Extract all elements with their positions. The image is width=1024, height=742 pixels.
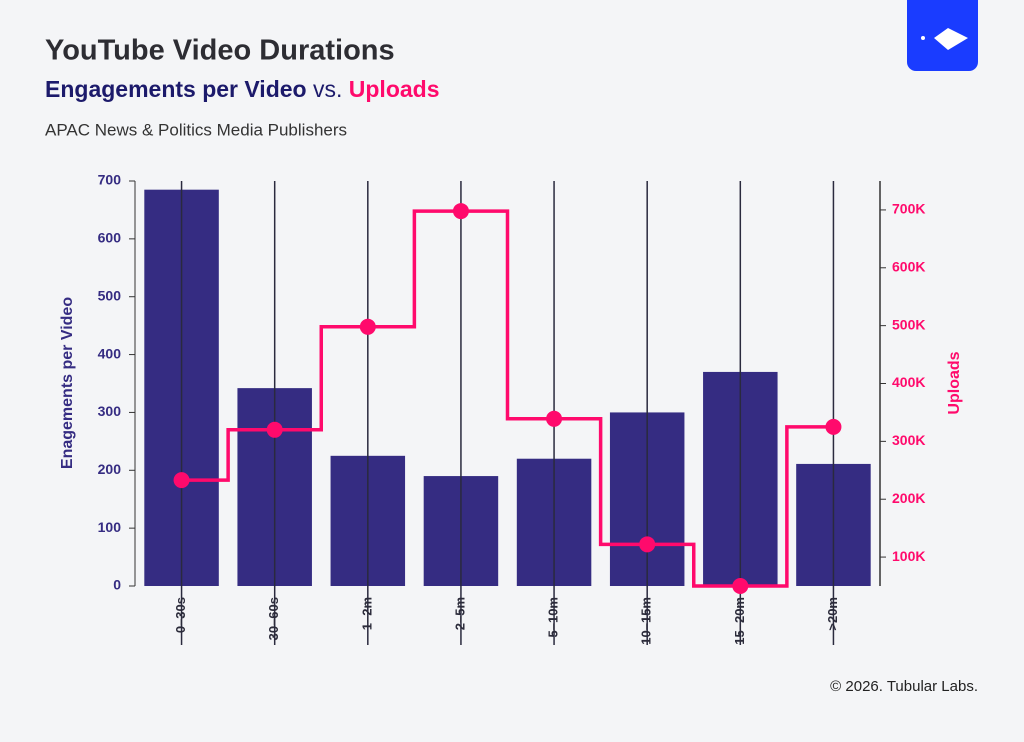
point [639, 536, 656, 553]
description: APAC News & Politics Media Publishers [45, 120, 347, 139]
y-tick-label: 300 [98, 403, 122, 419]
y-tick-label: 500 [98, 287, 122, 303]
y-tick-label: 700 [98, 172, 122, 188]
subtitle-left: Engagements per Video [45, 76, 307, 102]
x-tick-label: 10–15m [639, 597, 654, 645]
point [173, 472, 190, 489]
y2-tick-label: 700K [892, 201, 925, 217]
y-tick-label: 600 [98, 230, 122, 246]
subtitle-right: Uploads [349, 76, 440, 102]
x-tick-label: 5–10m [546, 597, 561, 637]
x-tick-label: 0–30s [173, 597, 188, 633]
point [732, 578, 749, 594]
y2-tick-label: 200K [892, 490, 925, 506]
point [359, 318, 376, 335]
y2-tick-label: 400K [892, 374, 925, 390]
y-axis-label: Enagements per Video [59, 297, 76, 469]
y-tick-label: 0 [113, 577, 121, 593]
x-tick-label: 1–2m [359, 597, 374, 630]
y2-tick-label: 100K [892, 548, 925, 564]
footer: © 2026. Tubular Labs. [830, 678, 978, 695]
logo [907, 0, 978, 71]
point [546, 410, 563, 427]
y2-tick-label: 300K [892, 432, 925, 448]
chart-subtitle: Engagements per Video vs. Uploads [45, 76, 440, 102]
y2-tick-label: 600K [892, 258, 925, 274]
chart-title: YouTube Video Durations [45, 35, 395, 67]
subtitle-middle: vs. [313, 76, 342, 102]
y-tick-label: 100 [98, 519, 122, 535]
x-tick-label: >20m [825, 597, 840, 631]
x-tick-label: 2–5m [452, 597, 467, 630]
y2-axis-label: Uploads [946, 351, 963, 414]
y-tick-label: 200 [98, 461, 122, 477]
y-tick-label: 400 [98, 345, 122, 361]
point [266, 421, 283, 438]
x-tick-label: 30–60s [266, 597, 281, 640]
point [825, 418, 842, 435]
y2-tick-label: 500K [892, 316, 925, 332]
x-tick-label: 15–20m [732, 597, 747, 645]
point [452, 203, 469, 220]
